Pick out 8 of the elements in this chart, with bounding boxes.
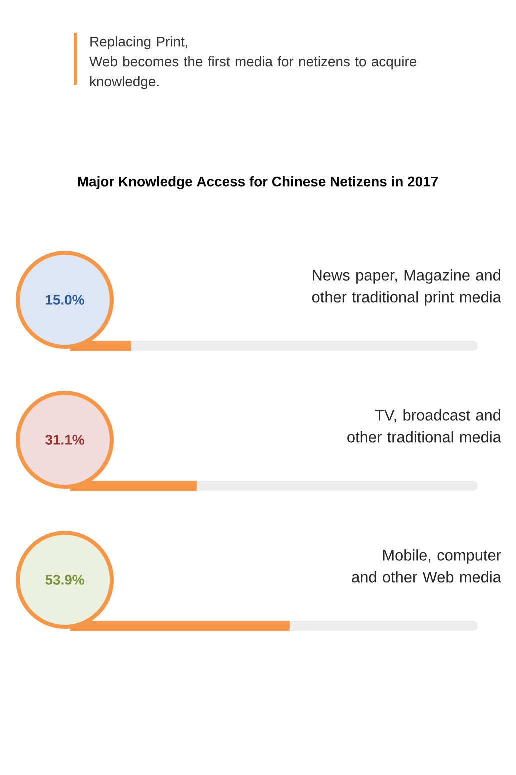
y-tick-label: TV, broadcast and other traditional media (348, 410, 502, 443)
data-label: 15.0% (46, 295, 84, 305)
y-tick-label: Mobile, computer and other Web media (352, 550, 502, 583)
chart-subtitle: Replacing Print, Web becomes the first media for netizens to acquire knowledge. (90, 36, 417, 90)
chart-title: Major Knowledge Access for Chinese Netizens in 2017 (78, 176, 438, 190)
data-label: 53.9% (46, 575, 84, 585)
y-tick-label: News paper, Magazine and other traditional print media (312, 270, 502, 306)
data-label: 31.1% (46, 435, 84, 445)
